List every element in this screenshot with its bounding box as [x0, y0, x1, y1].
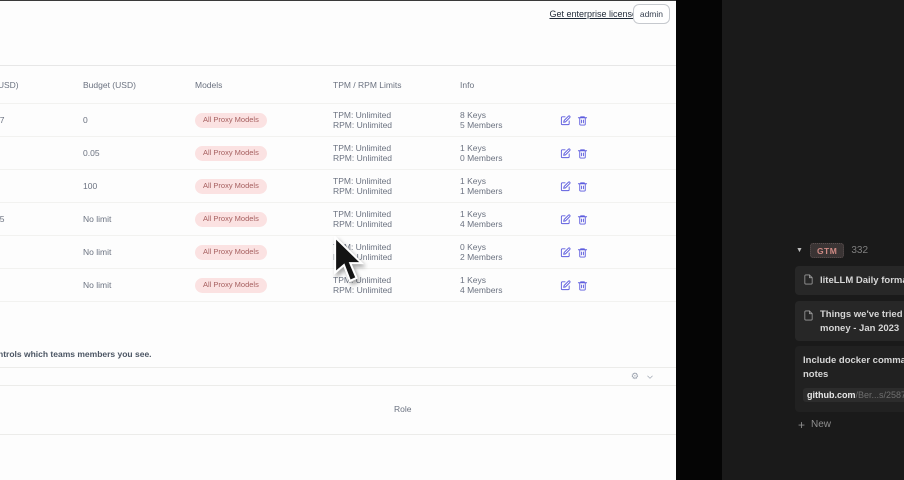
edit-team-button[interactable] — [560, 114, 571, 126]
admin-app-panel: Get enterprise license admin (USD) Budge… — [0, 0, 676, 480]
gtm-group-badge[interactable]: GTM — [809, 243, 845, 258]
note-card[interactable]: liteLLM Daily forma — [795, 266, 904, 295]
role-column-header: Role — [394, 404, 412, 414]
table-row: 25 No limit All Proxy Models TPM: Unlimi… — [0, 203, 676, 236]
filter-settings-row: ⚙ — [0, 367, 676, 386]
budget-value: 0.05 — [83, 148, 100, 158]
edit-team-button[interactable] — [560, 180, 571, 192]
tpm-limit: TPM: Unlimited — [333, 176, 392, 186]
github-link[interactable]: github.com/Ber...s/2587 — [803, 388, 904, 402]
rpm-limit: RPM: Unlimited — [333, 285, 393, 295]
col-header-tpm-rpm: TPM / RPM Limits — [333, 79, 402, 90]
note-title-line1: Things we've tried — [820, 309, 903, 320]
col-header-models: Models — [195, 79, 223, 90]
budget-value: 100 — [83, 181, 98, 191]
tpm-limit: TPM: Unlimited — [333, 143, 392, 153]
note-title: liteLLM Daily forma — [820, 274, 904, 286]
edit-team-button[interactable] — [560, 279, 571, 291]
chevron-down-icon[interactable] — [646, 368, 654, 386]
spend-value: 25 — [0, 214, 5, 224]
rpm-limit: RPM: Unlimited — [333, 186, 393, 196]
section-divider — [0, 434, 676, 435]
rpm-limit: RPM: Unlimited — [333, 120, 393, 130]
top-bar: Get enterprise license admin — [0, 1, 676, 29]
delete-team-button[interactable] — [577, 148, 588, 159]
rpm-limit: RPM: Unlimited — [333, 252, 393, 262]
admin-user-button[interactable]: admin — [632, 4, 670, 24]
models-badge: All Proxy Models — [195, 112, 267, 128]
collapse-triangle-icon[interactable]: ▼ — [796, 247, 803, 254]
models-badge: All Proxy Models — [195, 145, 267, 161]
note-card[interactable]: Things we've tried money - Jan 2023 — [795, 301, 904, 341]
delete-team-button[interactable] — [577, 214, 588, 225]
note-title-line2: money - Jan 2023 — [820, 323, 900, 334]
rpm-limit: RPM: Unlimited — [333, 219, 393, 229]
tpm-limit: TPM: Unlimited — [333, 209, 392, 219]
budget-value: No limit — [83, 214, 112, 224]
edit-team-button[interactable] — [560, 213, 571, 225]
keys-count: 1 Keys — [460, 209, 486, 219]
keys-count: 0 Keys — [460, 242, 486, 252]
gear-icon[interactable]: ⚙ — [630, 371, 639, 381]
budget-value: 0 — [83, 115, 88, 125]
new-note-label: New — [811, 419, 832, 430]
tpm-limit: TPM: Unlimited — [333, 242, 392, 252]
keys-count: 1 Keys — [460, 176, 486, 186]
members-count: 1 Members — [460, 186, 503, 196]
models-badge: All Proxy Models — [195, 277, 267, 293]
table-row: 9 100 All Proxy Models TPM: UnlimitedRPM… — [0, 170, 676, 203]
rpm-limit: RPM: Unlimited — [333, 153, 393, 163]
budget-value: No limit — [83, 280, 112, 290]
document-icon — [803, 308, 814, 326]
table-row: 47 0 All Proxy Models TPM: UnlimitedRPM:… — [0, 104, 676, 137]
table-header-row: (USD) Budget (USD) Models TPM / RPM Limi… — [0, 66, 676, 104]
spend-value: 9 — [0, 181, 83, 191]
models-badge: All Proxy Models — [195, 178, 267, 194]
models-badge: All Proxy Models — [195, 211, 267, 227]
github-link-domain: github.com — [807, 390, 856, 400]
group-count: 332 — [851, 245, 869, 256]
table-row: 0.05 All Proxy Models TPM: Unlimited RPM:… — [0, 137, 676, 170]
gtm-group-header: ▼ GTM 332 — [796, 243, 868, 258]
keys-count: 1 Keys — [460, 143, 486, 153]
models-badge: All Proxy Models — [195, 244, 267, 260]
window-gutter — [676, 0, 722, 480]
note-card[interactable]: Include docker comma notes github.com/Be… — [795, 346, 904, 412]
col-header-info: Info — [460, 79, 475, 90]
edit-team-button[interactable] — [560, 246, 571, 258]
keys-count: 8 Keys — [460, 110, 486, 120]
table-row: No limit All Proxy Models TPM: Unlimited… — [0, 269, 676, 302]
delete-team-button[interactable] — [577, 181, 588, 192]
teams-table: (USD) Budget (USD) Models TPM / RPM Limi… — [0, 65, 676, 302]
budget-value: No limit — [83, 247, 112, 257]
table-row: No limit All Proxy Models TPM: Unlimited… — [0, 236, 676, 269]
members-count: 4 Members — [460, 219, 503, 229]
keys-count: 1 Keys — [460, 275, 486, 285]
members-count: 4 Members — [460, 285, 503, 295]
note-title-line2: notes — [803, 369, 829, 380]
edit-team-button[interactable] — [560, 147, 571, 159]
document-icon — [803, 272, 814, 290]
notes-side-panel: ▼ GTM 332 liteLLM Daily forma Things we'… — [722, 0, 904, 480]
new-note-button[interactable]: + New — [798, 417, 832, 432]
delete-team-button[interactable] — [577, 280, 588, 291]
members-count: 5 Members — [460, 120, 503, 130]
github-link-path: /Ber...s/2587 — [855, 390, 904, 400]
plus-icon: + — [798, 417, 806, 432]
delete-team-button[interactable] — [577, 115, 588, 126]
members-count: 0 Members — [460, 153, 503, 163]
note-title-line1: Include docker comma — [803, 355, 904, 366]
spend-value: 47 — [0, 115, 5, 125]
members-count: 2 Members — [460, 252, 503, 262]
teams-note-text: ntrols which teams members you see. — [0, 349, 152, 359]
delete-team-button[interactable] — [577, 247, 588, 258]
col-header-budget: Budget (USD) — [83, 79, 136, 90]
col-header-spend: (USD) — [0, 79, 19, 90]
tpm-limit: TPM: Unlimited — [333, 275, 392, 285]
tpm-limit: TPM: Unlimited — [333, 110, 392, 120]
enterprise-license-link[interactable]: Get enterprise license — [549, 9, 637, 19]
